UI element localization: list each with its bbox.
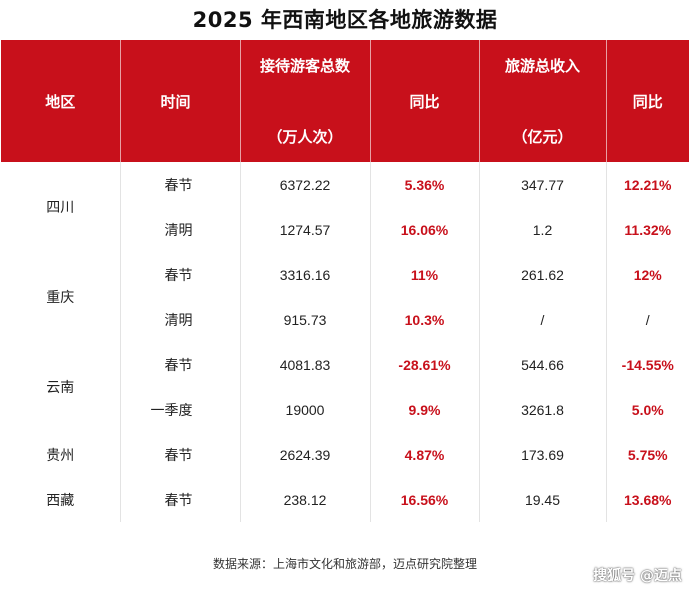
visitors-cell: 2624.39	[240, 432, 371, 477]
yoy-revenue-cell: 13.68%	[624, 491, 672, 508]
period-cell: 清明	[120, 207, 241, 252]
header-visitors-unit: （万人次）	[267, 128, 343, 146]
region-cell: 西藏	[1, 477, 121, 522]
revenue-cell: 19.45	[479, 477, 607, 522]
yoy-revenue-cell: 5.75%	[627, 446, 668, 463]
period-cell: 清明	[120, 297, 241, 342]
yoy-visitors-cell: 11%	[370, 252, 480, 297]
header-revenue-unit: （亿元）	[512, 128, 573, 146]
period-cell: 春节	[120, 477, 241, 522]
yoy-revenue-cell: 12.21%	[624, 176, 672, 193]
yoy-visitors-cell: 16.56%	[370, 477, 480, 522]
region-cell: 云南	[1, 342, 121, 432]
header-yoy-revenue: 同比	[606, 40, 689, 162]
yoy-visitors-cell: 5.36%	[370, 162, 480, 207]
yoy-revenue-cell: 5.0%	[631, 401, 664, 418]
data-source-note: 数据来源：上海市文化和旅游部，迈点研究院整理	[212, 557, 477, 571]
revenue-cell: 173.69	[479, 432, 607, 477]
revenue-cell: 544.66	[479, 342, 607, 387]
header-region: 地区	[1, 40, 121, 162]
header-visitors-label: 接待游客总数	[259, 57, 350, 75]
visitors-cell: 19000	[240, 387, 371, 432]
header-revenue-label: 旅游总收入	[504, 57, 580, 75]
yoy-revenue-cell: 12%	[633, 266, 662, 283]
table-row: 四川 春节 6372.22 5.36% 347.77 12.21%	[1, 162, 689, 252]
table-row: 清明 915.73 10.3% / /	[1, 297, 689, 342]
yoy-visitors-cell: -28.61%	[370, 342, 480, 387]
revenue-cell: /	[479, 297, 607, 342]
period-cell: 春节	[120, 252, 241, 297]
visitors-cell: 4081.83	[240, 342, 371, 387]
period-cell: 春节	[120, 162, 241, 207]
yoy-revenue-cell: -14.55%	[621, 356, 674, 373]
yoy-visitors-cell: 16.06%	[370, 207, 480, 252]
header-visitors: 接待游客总数 （万人次）	[240, 40, 371, 162]
yoy-revenue-cell: /	[645, 311, 650, 328]
yoy-revenue-cell: 11.32%	[624, 221, 672, 238]
page-title: 2025 年西南地区各地旅游数据	[192, 8, 498, 32]
period-cell: 一季度	[120, 387, 241, 432]
table-row: 云南 春节 4081.83 -28.61% 544.66 -14.55%	[1, 342, 689, 432]
yoy-visitors-cell: 9.9%	[370, 387, 480, 432]
period-cell: 春节	[120, 342, 241, 387]
table-row: 西藏 春节 238.12 16.56% 19.45 13.68%	[1, 477, 689, 522]
watermark: 搜狐号 @迈点	[593, 568, 682, 584]
period-cell: 春节	[120, 432, 241, 477]
table-row: 清明 1274.57 16.06% 1.2 11.32%	[1, 207, 689, 252]
table-row: 一季度 19000 9.9% 3261.8 5.0%	[1, 387, 689, 432]
header-revenue: 旅游总收入 （亿元）	[479, 40, 607, 162]
yoy-visitors-cell: 4.87%	[370, 432, 480, 477]
visitors-cell: 1274.57	[240, 207, 371, 252]
yoy-visitors-cell: 10.3%	[370, 297, 480, 342]
table-row: 重庆 春节 3316.16 11% 261.62 12%	[1, 252, 689, 342]
region-cell: 四川	[1, 162, 121, 252]
revenue-cell: 1.2	[479, 207, 607, 252]
tourism-data-table: 地区 时间 接待游客总数 （万人次） 同比 旅游总收入 （亿元） 同比 四川 春…	[1, 40, 689, 522]
revenue-cell: 3261.8	[479, 387, 607, 432]
visitors-cell: 238.12	[240, 477, 371, 522]
region-cell: 贵州	[1, 432, 121, 477]
table-header-row: 地区 时间 接待游客总数 （万人次） 同比 旅游总收入 （亿元） 同比	[1, 40, 689, 162]
visitors-cell: 915.73	[240, 297, 371, 342]
visitors-cell: 3316.16	[240, 252, 371, 297]
header-time: 时间	[120, 40, 241, 162]
revenue-cell: 261.62	[479, 252, 607, 297]
region-cell: 重庆	[1, 252, 121, 342]
table-row: 贵州 春节 2624.39 4.87% 173.69 5.75%	[1, 432, 689, 477]
revenue-cell: 347.77	[479, 162, 607, 207]
visitors-cell: 6372.22	[240, 162, 371, 207]
header-yoy-visitors: 同比	[370, 40, 480, 162]
